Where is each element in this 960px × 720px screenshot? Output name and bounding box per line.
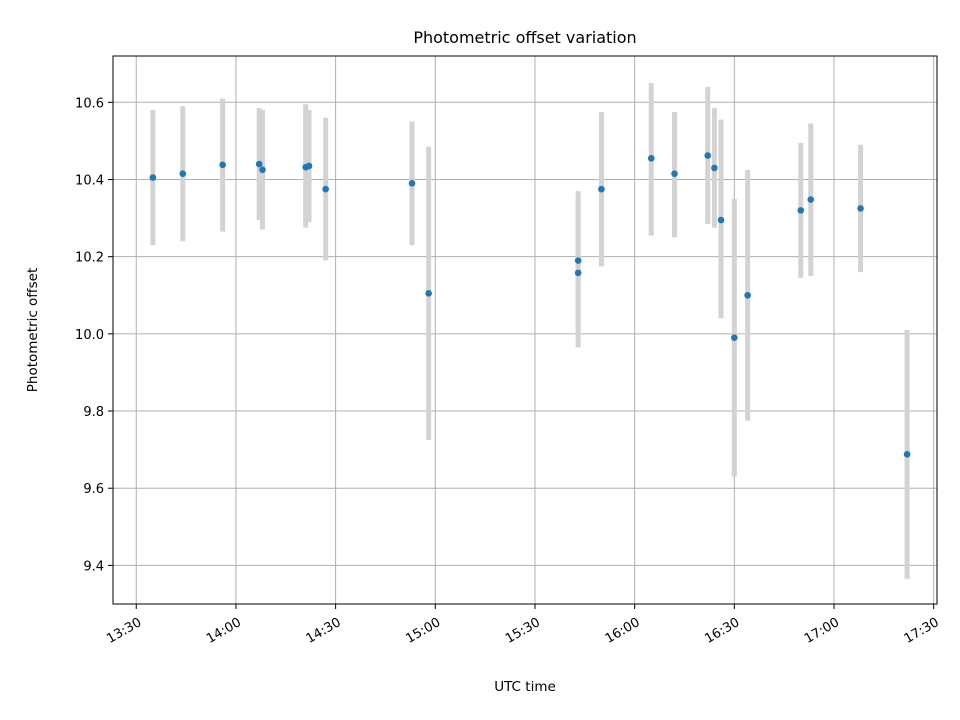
y-tick-label: 9.8 <box>83 405 104 420</box>
data-point <box>704 152 712 159</box>
y-tick-label: 9.6 <box>83 482 104 497</box>
y-tick-label: 10.6 <box>75 96 104 111</box>
y-tick-label: 9.4 <box>83 559 104 574</box>
data-point <box>797 207 805 214</box>
data-point <box>305 162 313 170</box>
x-axis-label: UTC time <box>494 679 556 695</box>
data-point <box>711 164 718 172</box>
data-point <box>903 450 911 458</box>
data-point <box>731 334 738 342</box>
data-point <box>179 170 187 178</box>
data-point <box>744 291 751 299</box>
data-point <box>574 257 582 264</box>
data-point <box>717 216 725 224</box>
data-point <box>647 154 655 162</box>
y-axis-ticks: 9.4 9.6 9.8 10.0 10.2 10.4 10.6 <box>75 96 113 574</box>
data-point <box>671 170 678 178</box>
chart-title: Photometric offset variation <box>413 28 636 47</box>
y-tick-label: 10.0 <box>75 328 104 343</box>
data-point <box>255 160 263 168</box>
data-point <box>425 290 432 297</box>
data-point <box>574 269 582 277</box>
y-axis-label: Photometric offset <box>25 268 41 392</box>
data-point <box>149 174 157 181</box>
data-point <box>598 185 605 193</box>
data-point <box>807 196 815 203</box>
data-point <box>259 166 266 174</box>
data-points <box>149 152 911 458</box>
data-point <box>322 185 329 193</box>
data-point <box>857 205 864 212</box>
data-point <box>219 161 226 169</box>
y-tick-label: 10.2 <box>75 251 104 266</box>
data-point <box>408 180 416 187</box>
y-tick-label: 10.4 <box>75 173 104 188</box>
plot-frame <box>112 55 938 605</box>
